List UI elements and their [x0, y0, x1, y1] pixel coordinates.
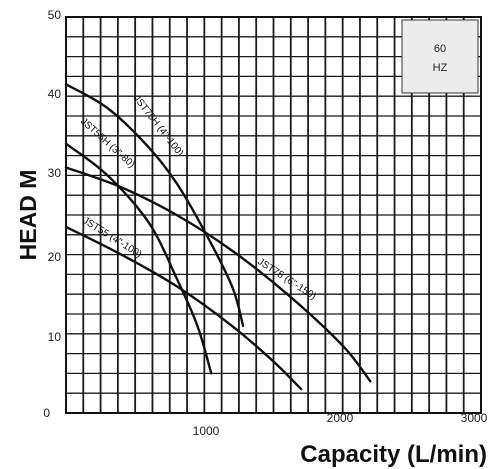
- x-tick-label: 2000: [327, 411, 354, 425]
- x-tick-label: 1000: [193, 424, 220, 438]
- series-label-jst75h: JST75H (4"-100): [131, 93, 186, 159]
- hz-value: 60: [434, 43, 446, 55]
- y-tick-label: 10: [48, 330, 62, 344]
- hz-box: 60 HZ: [401, 19, 479, 94]
- hz-box-background: [401, 19, 479, 94]
- series-line-0: [64, 83, 245, 328]
- y-axis-title: HEAD M: [15, 170, 41, 261]
- x-axis-title: Capacity (L/min): [300, 441, 487, 468]
- y-tick-labels: 0 10 20 30 40 50: [43, 8, 61, 420]
- hz-unit: HZ: [433, 62, 448, 74]
- y-tick-label: 40: [48, 87, 62, 101]
- y-tick-label: 50: [48, 8, 62, 22]
- x-tick-label: 3000: [461, 411, 488, 425]
- curve-labels: JST75H (4"-100) JST55H (3"-80) JST75 (6"…: [78, 93, 318, 302]
- series-line-3: [64, 225, 303, 391]
- plot-frame: [65, 16, 482, 414]
- y-tick-label: 30: [48, 166, 62, 180]
- series-line-1: [64, 142, 213, 375]
- series-label-jst55h: JST55H (3"-80): [78, 116, 137, 170]
- x-tick-labels: 1000 2000 3000: [193, 411, 488, 438]
- y-tick-label: 0: [43, 406, 50, 420]
- series-layer: [64, 83, 372, 391]
- series-line-2: [64, 166, 372, 383]
- y-tick-label: 20: [48, 250, 62, 264]
